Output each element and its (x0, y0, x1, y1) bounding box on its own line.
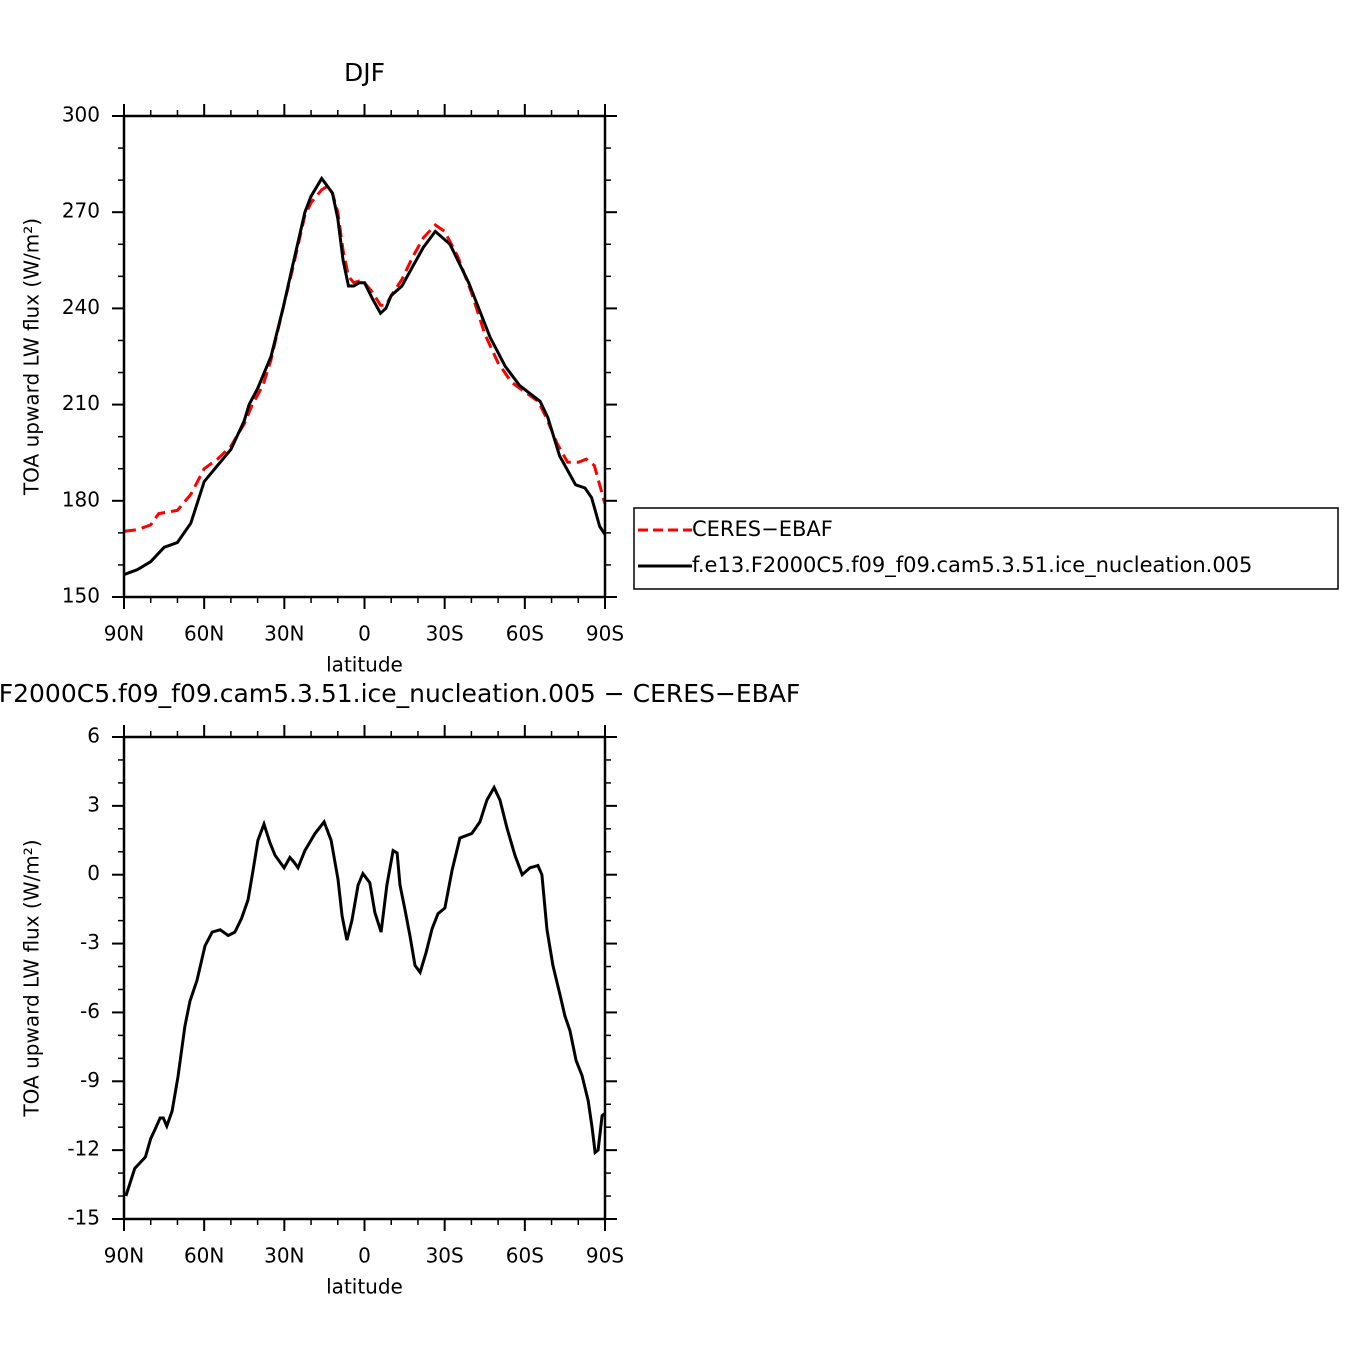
x-tick-label: 0 (358, 622, 371, 646)
plot-frame (122, 114, 607, 599)
y-tick-label: -6 (80, 999, 100, 1023)
y-axis-label: TOA upward LW flux (W/m²) (20, 839, 44, 1117)
x-axis-label: latitude (326, 653, 403, 677)
x-tick-label: 90N (104, 622, 144, 646)
chart-title: DJF (344, 58, 385, 87)
data-line (123, 175, 607, 577)
x-tick-label: 30N (264, 1244, 304, 1268)
data-line (124, 784, 606, 1197)
x-tick-label: 30S (426, 1244, 464, 1268)
y-tick-label: 180 (62, 487, 100, 511)
plot-frame (122, 735, 607, 1221)
x-tick-label: 60N (184, 622, 224, 646)
x-tick-label: 30N (264, 622, 304, 646)
x-tick-label: 30S (426, 622, 464, 646)
data-line (123, 184, 607, 533)
x-tick-label: 90S (586, 1244, 624, 1268)
y-tick-label: 300 (62, 103, 100, 127)
x-tick-label: 0 (358, 1244, 371, 1268)
y-tick-label: -9 (80, 1068, 100, 1092)
x-tick-label: 60S (506, 1244, 544, 1268)
legend-label: CERES−EBAF (692, 517, 833, 541)
x-tick-label: 90S (586, 622, 624, 646)
y-tick-label: 3 (87, 792, 100, 816)
y-tick-label: 210 (62, 391, 100, 415)
y-tick-label: 0 (87, 861, 100, 885)
legend-label: f.e13.F2000C5.f09_f09.cam5.3.51.ice_nucl… (692, 553, 1252, 578)
y-tick-label: -12 (67, 1137, 100, 1161)
y-tick-label: -3 (80, 930, 100, 954)
y-tick-label: 270 (62, 199, 100, 223)
y-tick-label: -15 (67, 1206, 100, 1230)
y-tick-label: 240 (62, 295, 100, 319)
x-tick-label: 60S (506, 622, 544, 646)
legend-box (633, 507, 1339, 590)
chart-title: f.e13.F2000C5.f09_f09.cam5.3.51.ice_nucl… (0, 679, 800, 708)
x-tick-label: 60N (184, 1244, 224, 1268)
y-tick-label: 150 (62, 584, 100, 608)
y-tick-label: 6 (87, 724, 100, 748)
x-tick-label: 90N (104, 1244, 144, 1268)
x-axis-label: latitude (326, 1275, 403, 1299)
y-axis-label: TOA upward LW flux (W/m²) (20, 218, 44, 496)
